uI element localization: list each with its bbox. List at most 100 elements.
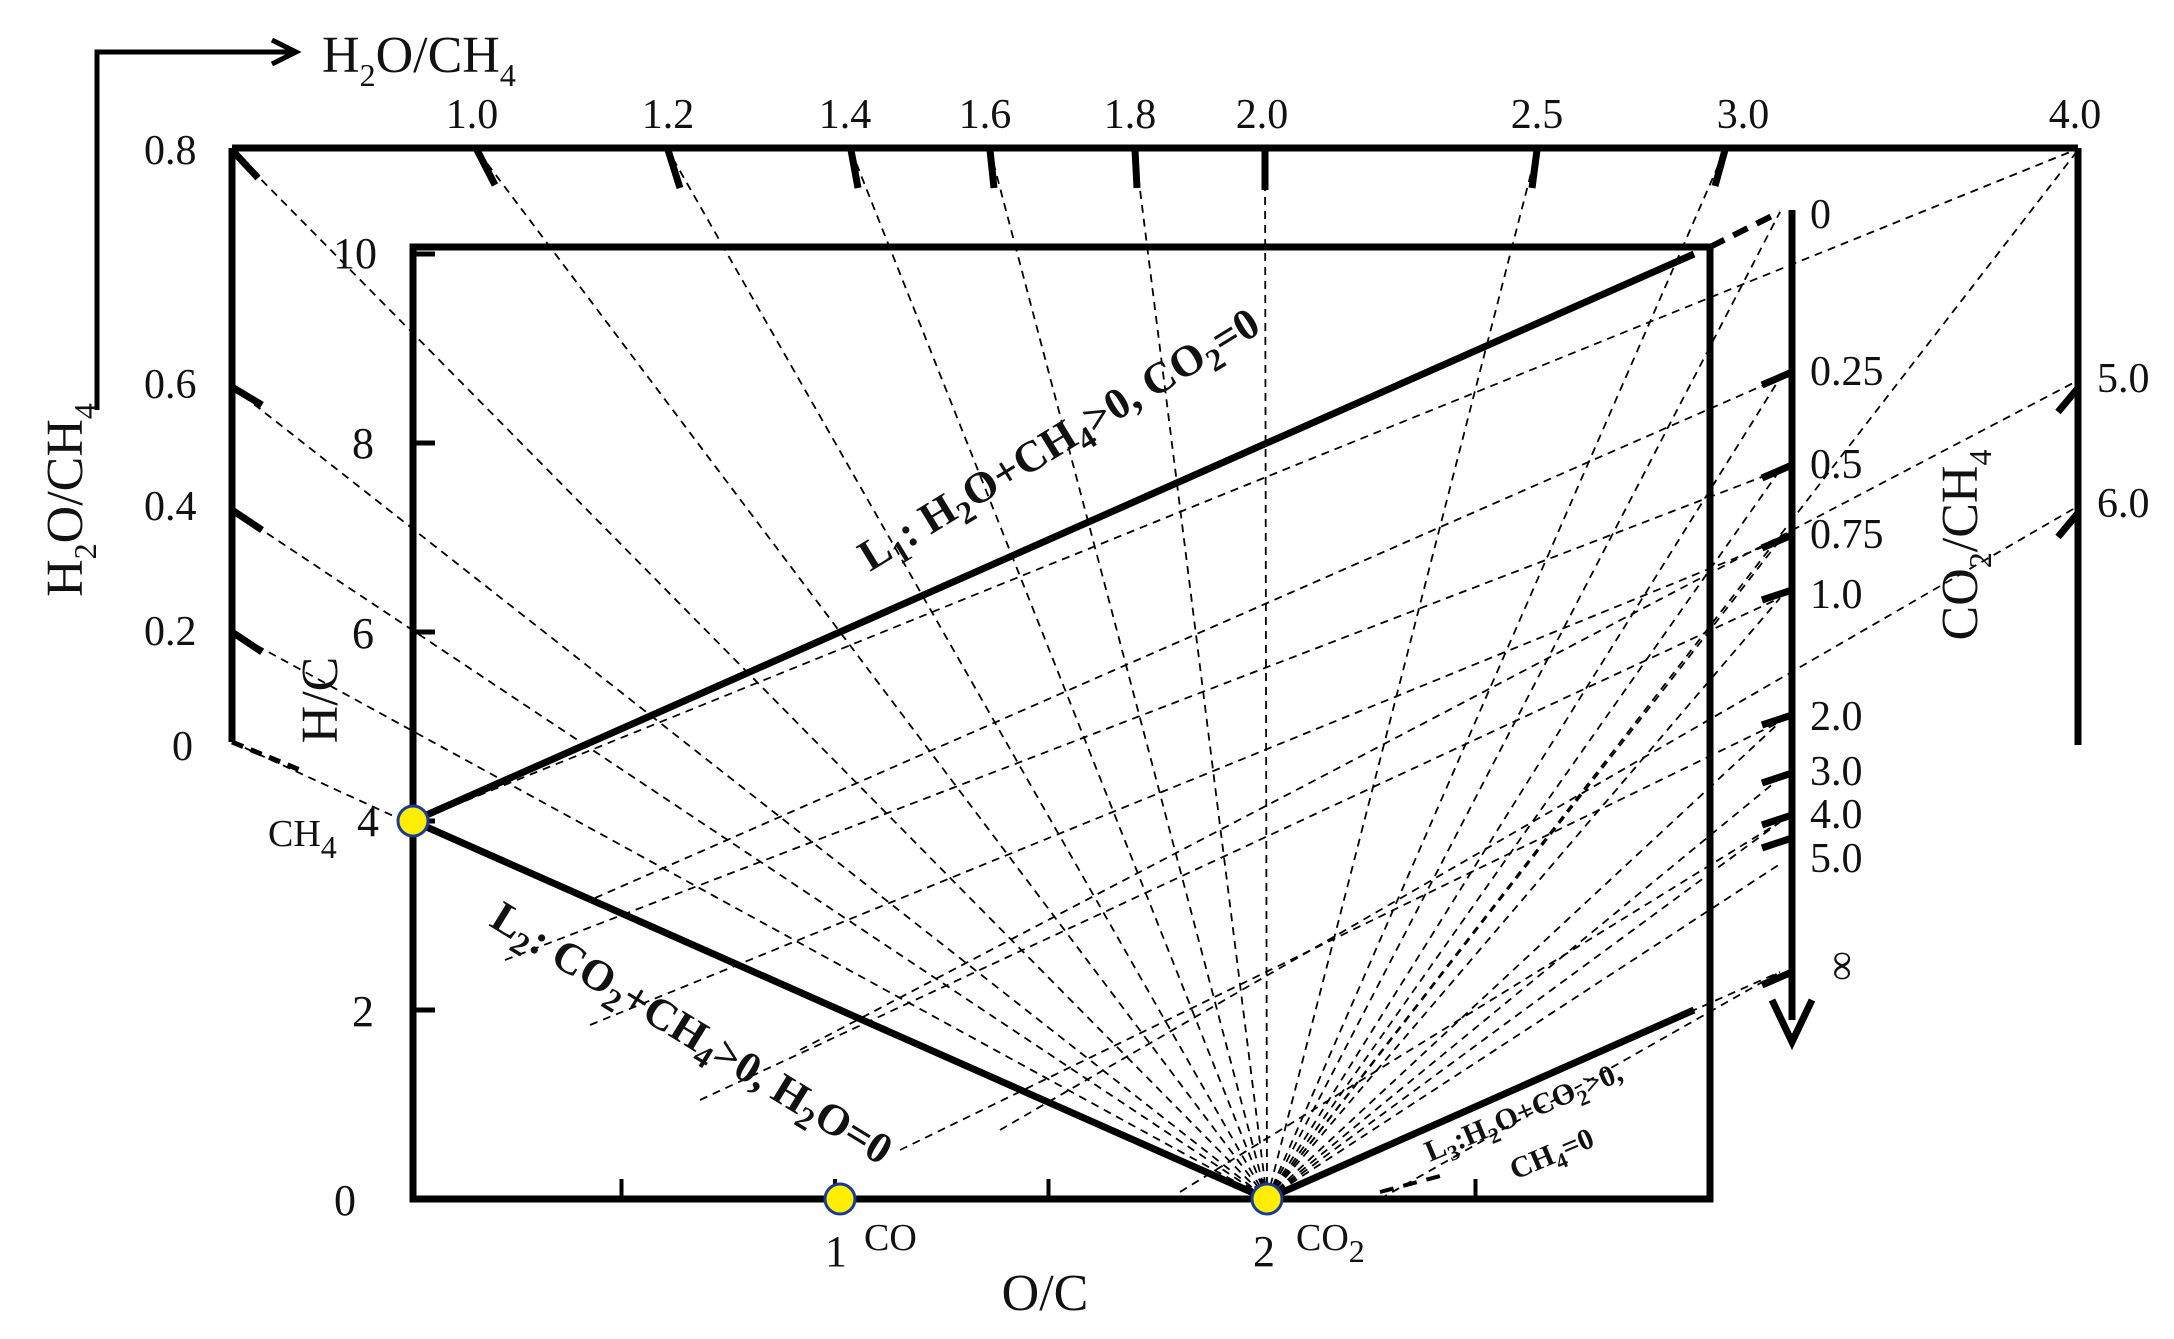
left-scale-tick	[230, 507, 264, 533]
dashed-guide-diag	[1179, 821, 1781, 1193]
title-part: /CH	[1932, 466, 1989, 553]
right-scale-tick-labels: 0 0.25 0.5 0.75 1.0 2.0 3.0 4.0 5.0 ∞ 5.…	[1810, 192, 2150, 981]
dashed-guide-top	[1266, 149, 1538, 1200]
left-scale-tick-labels: 0.8 0.6 0.4 0.2 0	[144, 128, 197, 770]
dashed-guide-top	[1264, 149, 1268, 1200]
left-scale-label: 0.8	[144, 128, 197, 174]
h2o-ch4-arrowhead	[270, 37, 302, 67]
top-scale-label: 1.0	[446, 92, 499, 138]
y-tick-label: 4	[357, 797, 379, 846]
species-label-co2: CO2	[1296, 1217, 1365, 1269]
right-scale-label: ∞	[1820, 951, 1866, 981]
dashed-guide-diag	[699, 597, 1781, 1101]
line-label-l2: L2: CO2+CH4>0, H2O=0	[479, 892, 901, 1180]
dashed-guide-left	[231, 631, 1268, 1200]
right-scale-label: 5.0	[1810, 836, 1863, 882]
left-scale-tick	[229, 147, 261, 181]
top-scale-tick	[1528, 149, 1541, 189]
right-scale-label: 2.0	[1810, 694, 1863, 740]
top-scale-tick	[664, 148, 684, 190]
left-scale-dashed-end	[231, 739, 301, 773]
right-scale-title: CO2/CH4	[1932, 450, 1998, 641]
left-scale-tick	[230, 383, 264, 409]
plot-frame	[409, 243, 1714, 1203]
dashed-guide-right	[1266, 777, 1781, 1200]
construction-lines	[231, 149, 2079, 1200]
plot-frame-rect	[409, 243, 1714, 1203]
point-co	[823, 1182, 857, 1216]
line-label-l1: L1: H2O+CH4>0, CO2=0	[850, 298, 1272, 586]
title-part: H	[322, 27, 360, 84]
co2-ch4-scale-tick	[1760, 834, 1794, 852]
title-subscript: 4	[1962, 450, 1998, 466]
dashed-guide-top	[476, 149, 1268, 1200]
dashed-guide-left	[231, 509, 1268, 1200]
outer-right-scale-tick	[2055, 510, 2081, 540]
right-scale-label: 0.75	[1810, 512, 1884, 558]
top-scale-title: H2O/CH4	[322, 27, 516, 93]
co2-ch4-scale-tick	[1760, 368, 1794, 389]
top-scale-tick	[1711, 149, 1729, 187]
right-outer-scale-label: 6.0	[2097, 481, 2150, 527]
reaction-line-l3-extension	[1379, 1174, 1441, 1194]
dashed-guide-top	[850, 149, 1268, 1200]
co2-ch4-scale-tick	[1760, 461, 1794, 482]
x-tick-label: 1	[825, 1227, 847, 1276]
title-subscript: 2	[1962, 552, 1998, 568]
outer-right-scale-tick	[2055, 385, 2081, 415]
right-outer-scale-label: 5.0	[2097, 356, 2150, 402]
dashed-guide-right	[1266, 211, 1781, 1200]
species-label-co: CO	[864, 1217, 917, 1259]
y-tick-label: 0	[334, 1176, 356, 1225]
left-scale-tick	[230, 629, 264, 655]
co2-ch4-scale-arrow	[1768, 998, 1816, 1051]
right-scale-label: 4.0	[1810, 792, 1863, 838]
top-scale-label: 1.4	[819, 92, 872, 138]
top-scale-label: 2.0	[1236, 92, 1289, 138]
co2-ch4-scale-tick	[1760, 968, 1794, 989]
dashed-guide-diag	[412, 149, 2076, 823]
left-scale-label: 0.4	[144, 484, 197, 530]
right-scale-label: 1.0	[1810, 572, 1863, 618]
reaction-lines	[411, 250, 1696, 1203]
point-co2	[1250, 1182, 1284, 1216]
top-scale-tick	[986, 149, 998, 189]
top-scale-label: 1.8	[1104, 92, 1157, 138]
left-scale-label: 0.2	[144, 609, 197, 655]
y-tick-label: 8	[352, 419, 374, 468]
right-scale-label: 3.0	[1810, 749, 1863, 795]
co2-ch4-scale-tick	[1760, 531, 1794, 552]
title-subscript: 4	[500, 57, 516, 93]
title-part: O/CH	[376, 27, 500, 84]
y-axis-title: H/C	[292, 657, 349, 744]
dashed-guide-right	[1266, 821, 1781, 1200]
dashed-guide-top	[667, 149, 1268, 1200]
x-tick-label: 2	[1253, 1227, 1275, 1276]
dashed-guide-right	[1266, 597, 1781, 1200]
line-label-l3-line2: CH4=0	[1505, 1122, 1601, 1192]
svg-text:H2O/CH4: H2O/CH4	[37, 403, 103, 597]
left-scale-title: H2O/CH4	[37, 403, 103, 597]
dashed-guide-diag	[799, 381, 2076, 1051]
co2-ch4-scale-tick	[1760, 811, 1794, 829]
top-scale-label: 1.6	[959, 92, 1012, 138]
dashed-guide-right	[1266, 863, 1781, 1200]
title-subscript: 2	[360, 57, 376, 93]
x-axis-tick-labels: 1 2	[825, 1227, 1275, 1276]
title-subscript: 2	[67, 543, 103, 559]
h2o-ch4-bracket-arrow	[94, 49, 290, 410]
auxiliary-scales	[94, 37, 2082, 1051]
dashed-guide-right	[1266, 377, 1781, 1200]
y-tick-label: 10	[333, 229, 377, 278]
dashed-guide-top	[1266, 149, 2079, 1200]
dashed-guide-top	[1266, 149, 1726, 1200]
reaction-line-l3	[1265, 1006, 1696, 1203]
species-labels: CH4 CO CO2	[268, 813, 1365, 1269]
top-scale-label: 1.2	[642, 92, 695, 138]
dashed-guide-diag	[504, 469, 1781, 961]
svg-text:H2O/CH4: H2O/CH4	[322, 27, 516, 93]
dashed-guide-right	[1266, 469, 1781, 1200]
dashed-guide-right	[1266, 721, 1781, 1200]
